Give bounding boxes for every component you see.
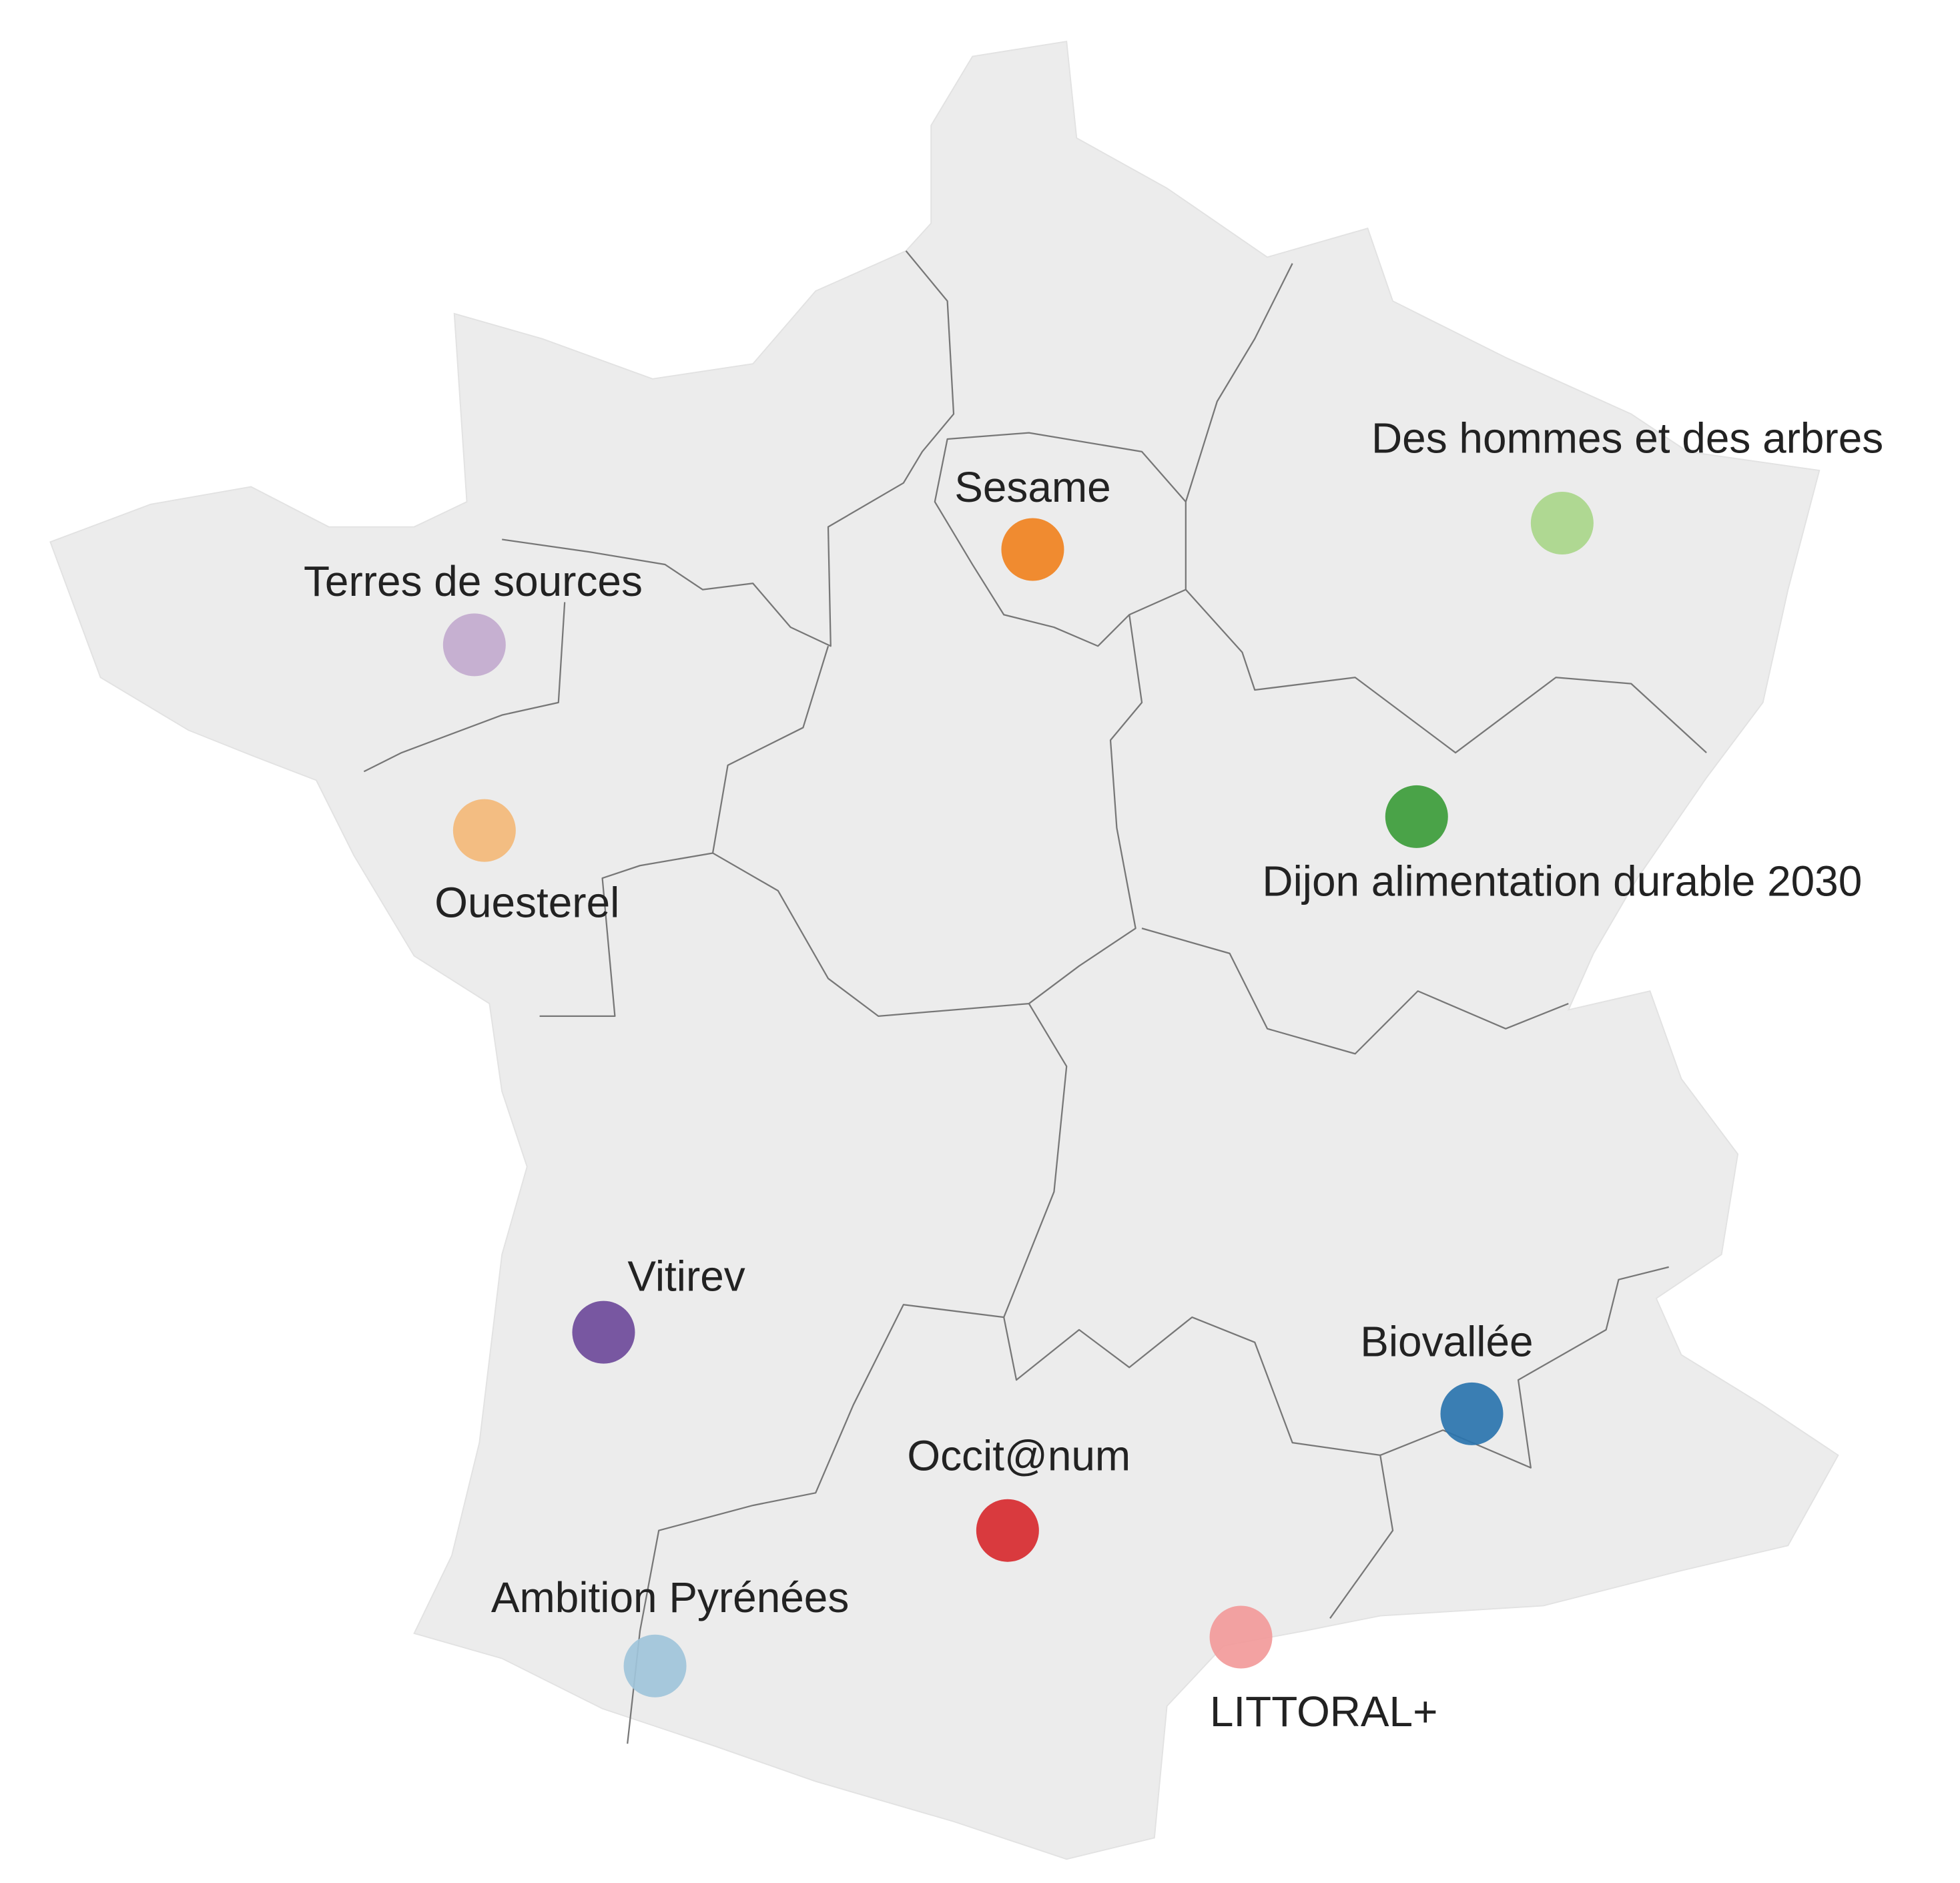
site-label: Ouesterel <box>434 878 619 926</box>
region-border <box>1185 263 1293 502</box>
site-label: LITTORAL+ <box>1210 1687 1438 1736</box>
site-marker <box>1440 1382 1504 1445</box>
region-border <box>1141 927 1569 1055</box>
site-marker <box>976 1499 1039 1562</box>
site-marker <box>452 799 516 862</box>
region-border <box>1003 1316 1394 1619</box>
site-label: Ambition Pyrénées <box>491 1573 849 1621</box>
markers: Sesame Des hommes et des arbres Terres de … <box>304 414 1883 1736</box>
region-border <box>1028 615 1143 1004</box>
france-outline <box>49 40 1839 1860</box>
site-marker <box>623 1634 687 1698</box>
site-label: Terres de sources <box>304 557 643 605</box>
site-marker <box>572 1300 635 1364</box>
region-borders <box>363 250 1707 1744</box>
region-border <box>1379 1266 1669 1469</box>
region-border <box>502 250 955 647</box>
site-label: Dijon alimentation durable 2030 <box>1262 857 1862 905</box>
region-border <box>934 432 1187 647</box>
region-border <box>539 645 830 1017</box>
site-marker <box>1001 518 1064 581</box>
site-label: Sesame <box>954 463 1110 511</box>
site-marker <box>1530 491 1594 554</box>
site-marker <box>442 613 506 677</box>
site-label: Biovallée <box>1360 1317 1533 1365</box>
site-marker <box>1209 1605 1273 1669</box>
region-border <box>363 602 566 773</box>
site-label: Vitirev <box>627 1252 745 1300</box>
site-marker <box>1385 785 1448 848</box>
site-label: Occit@num <box>907 1431 1130 1479</box>
region-border <box>1185 589 1707 754</box>
site-label: Des hommes et des arbres <box>1371 414 1883 462</box>
